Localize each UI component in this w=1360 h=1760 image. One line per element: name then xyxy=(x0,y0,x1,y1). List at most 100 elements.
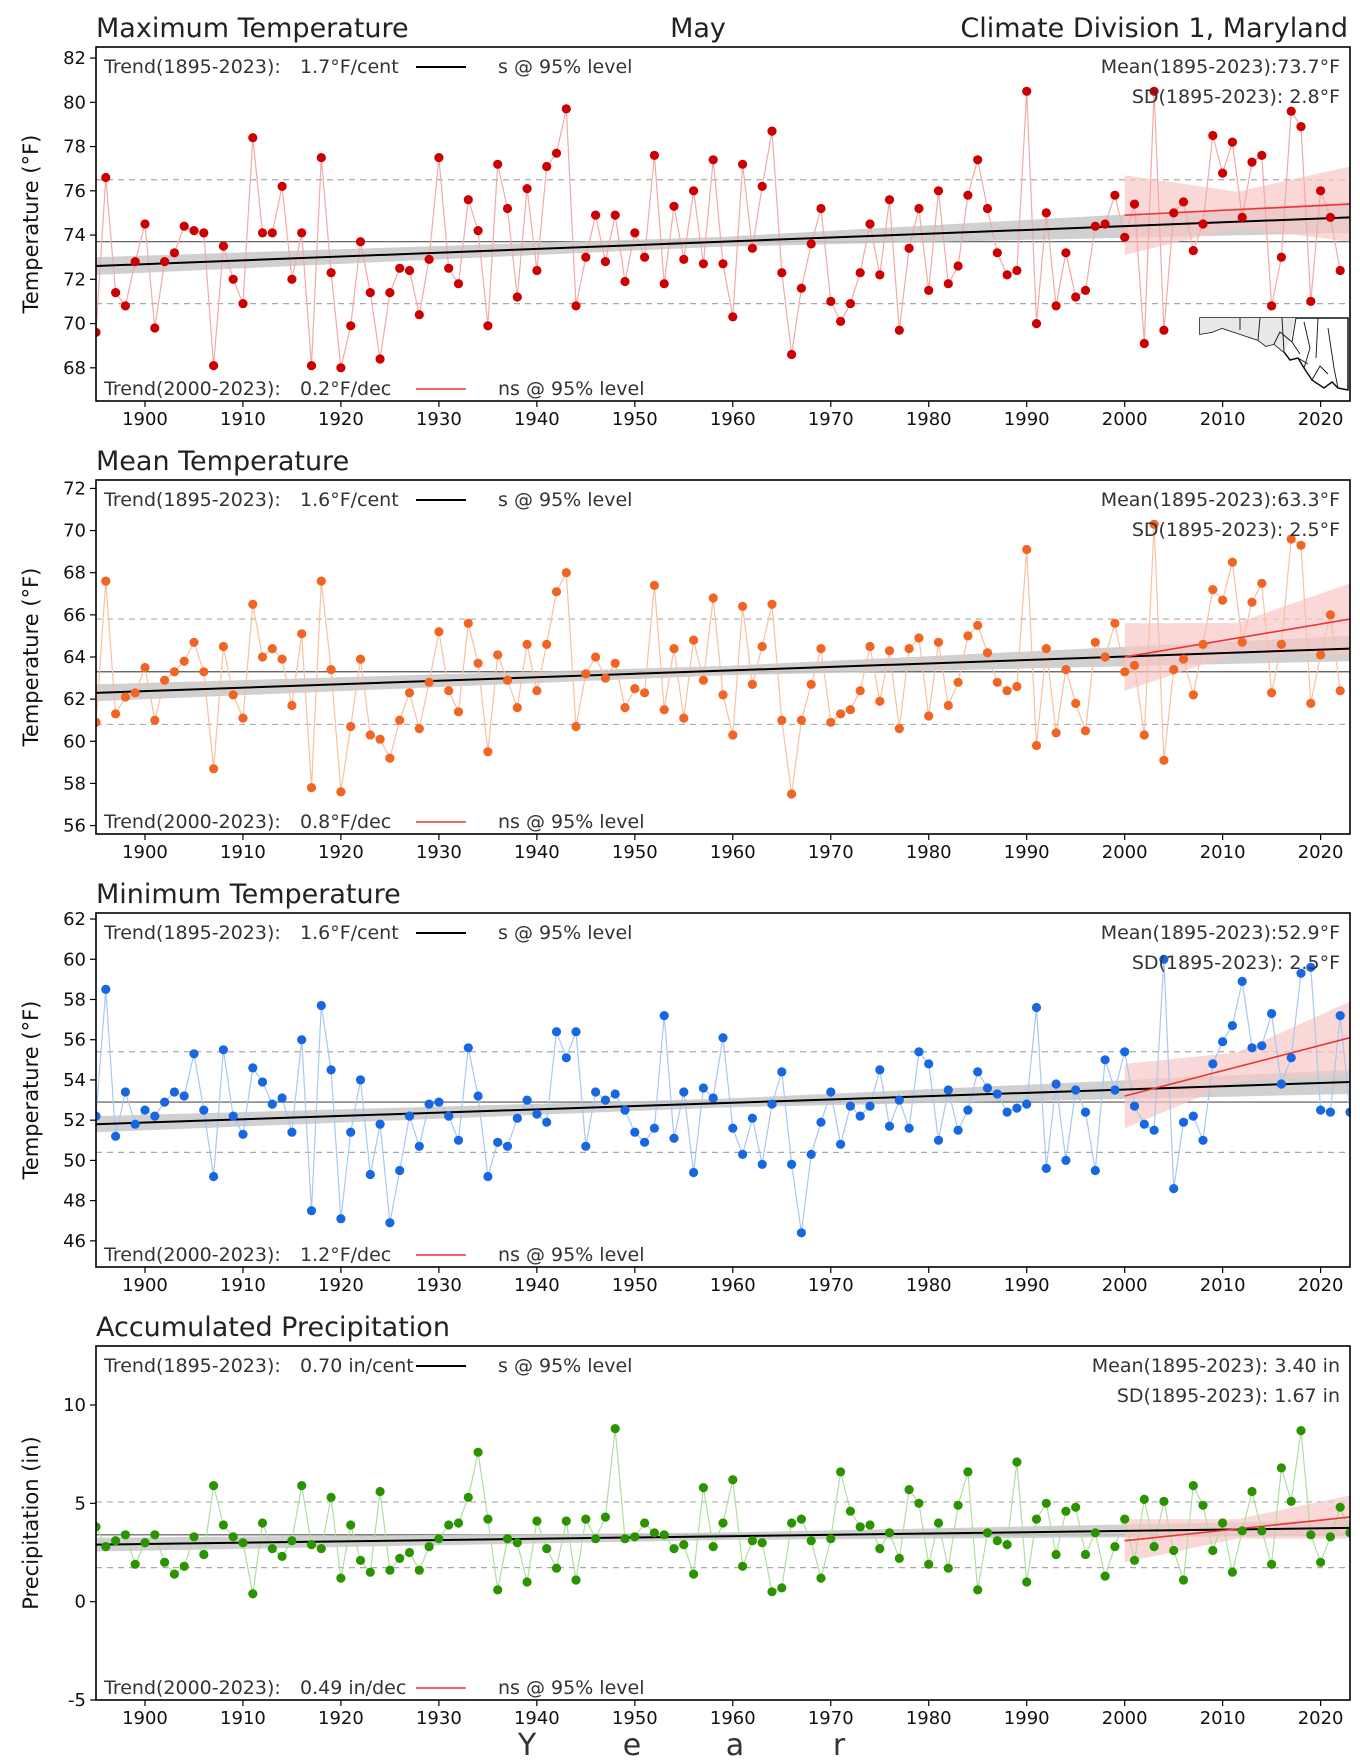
data-point xyxy=(1080,726,1091,736)
map-county-border xyxy=(1311,365,1329,381)
data-point xyxy=(512,1538,522,1548)
data-point xyxy=(1159,1496,1169,1506)
data-point xyxy=(836,316,846,326)
data-point xyxy=(316,153,326,163)
trend-long-label: Trend(1895-2023): xyxy=(103,1355,281,1377)
trend-recent-label: Trend(2000-2023): xyxy=(103,1677,281,1699)
data-point xyxy=(600,673,611,683)
data-point xyxy=(375,354,385,364)
data-point xyxy=(297,228,307,238)
data-point xyxy=(365,730,375,740)
data-point xyxy=(1110,1085,1120,1095)
x-tick-label: 1930 xyxy=(416,409,462,430)
data-point xyxy=(757,1538,767,1548)
data-point xyxy=(924,1059,934,1069)
plot-frame xyxy=(95,1345,1351,1701)
data-point xyxy=(875,1544,885,1554)
data-point xyxy=(610,1424,620,1434)
data-point xyxy=(120,301,130,311)
data-point xyxy=(248,1589,258,1599)
data-point xyxy=(904,243,914,253)
x-tick-label: 1940 xyxy=(514,1708,560,1729)
x-tick-label: 1940 xyxy=(514,842,560,863)
data-point xyxy=(698,1483,709,1493)
data-point xyxy=(757,181,767,191)
data-point xyxy=(1335,265,1345,276)
data-point xyxy=(1178,197,1189,207)
data-point xyxy=(1276,1463,1286,1473)
data-point xyxy=(434,1097,444,1107)
data-point xyxy=(355,1555,366,1565)
data-point xyxy=(600,1512,611,1522)
data-point xyxy=(894,325,904,335)
data-point xyxy=(346,321,356,331)
data-point xyxy=(150,1530,160,1540)
trend-long-line xyxy=(96,1080,1350,1126)
data-point xyxy=(287,1536,297,1546)
map-county-border xyxy=(1303,321,1311,369)
data-point xyxy=(1031,319,1042,329)
data-point xyxy=(257,1518,268,1528)
data-point xyxy=(395,715,405,725)
trend-recent-value: 0.49 in/dec xyxy=(300,1677,406,1699)
y-tick-label: 46 xyxy=(63,1231,86,1252)
data-point xyxy=(1345,1107,1350,1117)
data-point xyxy=(306,1540,317,1550)
data-point xyxy=(287,274,297,284)
data-point xyxy=(1306,296,1316,306)
data-point xyxy=(728,730,738,740)
data-point xyxy=(973,155,983,165)
data-point xyxy=(1247,1486,1257,1497)
data-point xyxy=(140,1105,150,1115)
data-point xyxy=(982,203,993,214)
data-point xyxy=(787,789,797,799)
trend-long-label: Trend(1895-2023): xyxy=(103,56,281,78)
trend-long-significance: s @ 95% level xyxy=(498,56,632,78)
data-point xyxy=(1031,1002,1042,1013)
data-point xyxy=(179,1091,189,1101)
data-point xyxy=(228,1532,238,1542)
map-county-border xyxy=(1315,317,1319,359)
y-tick-label: 58 xyxy=(63,773,86,794)
data-point xyxy=(238,1129,248,1139)
data-point xyxy=(669,644,679,654)
data-point xyxy=(209,1171,219,1182)
data-point xyxy=(855,268,865,278)
x-tick-label: 1900 xyxy=(122,409,168,430)
data-point xyxy=(1169,208,1179,218)
data-point xyxy=(777,715,787,725)
data-point xyxy=(1031,740,1042,751)
data-point xyxy=(728,1123,738,1133)
data-point xyxy=(434,1534,444,1544)
data-point xyxy=(1169,1545,1179,1556)
data-point xyxy=(963,1467,973,1477)
data-point xyxy=(806,1149,816,1159)
data-point xyxy=(1022,86,1032,96)
data-point xyxy=(463,618,473,628)
trend-recent-label: Trend(2000-2023): xyxy=(103,811,281,833)
data-point xyxy=(551,1563,562,1573)
data-point xyxy=(404,688,415,698)
data-point xyxy=(189,1532,199,1542)
trend-long-label: Trend(1895-2023): xyxy=(103,489,281,511)
data-point xyxy=(992,677,1002,687)
data-point xyxy=(424,677,434,687)
data-point xyxy=(1247,157,1257,167)
data-point xyxy=(1178,1575,1189,1585)
data-point xyxy=(649,150,660,160)
data-point xyxy=(659,705,669,715)
x-tick-label: 1910 xyxy=(220,409,266,430)
data-point xyxy=(522,1577,532,1587)
y-axis-label: Temperature (°F) xyxy=(19,135,43,315)
data-point xyxy=(1110,618,1120,628)
trend-long-confidence-band xyxy=(96,635,1350,702)
data-point xyxy=(875,1065,885,1075)
panel-max: 68 70 72 74 76 78 80 82 1900 1910 1920 1930 1940 1950… xyxy=(19,46,1351,430)
data-point xyxy=(1139,730,1149,740)
data-point xyxy=(620,1534,630,1544)
data-point xyxy=(845,705,856,715)
data-point xyxy=(414,1565,424,1575)
panel-min: Minimum Temperature 46 48 50 52 54 56 58 60 62 190… xyxy=(19,879,1351,1296)
data-point xyxy=(1110,1542,1120,1552)
